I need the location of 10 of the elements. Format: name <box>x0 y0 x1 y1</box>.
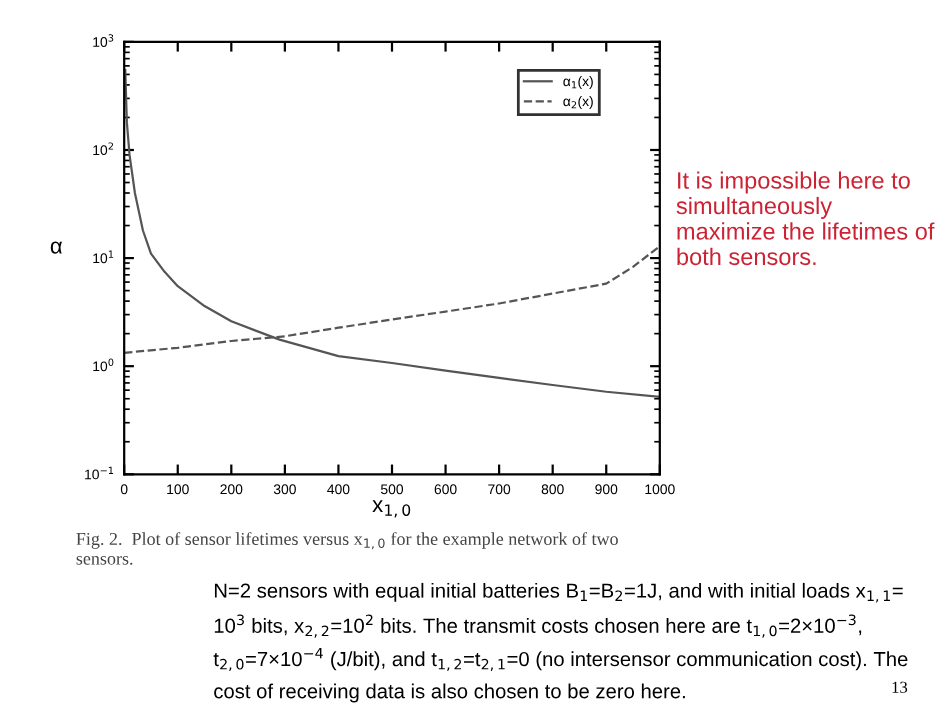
text: t$_{2,0}$=7×10$^{−4}$ (J/bit), and t$_{1,2}$=t$_{2,1}$=0 (no intersensor communication cost). The <box>213 647 908 672</box>
text: It is impossible here to simultaneously maximize the lifetimes of both sensors. <box>676 171 935 266</box>
x-axis-title: x$_{1,0}$ <box>372 500 411 518</box>
text: N=2 sensors with equal initial batteries B$_{1}$=B$_{2}$=1J, and with initial loads x$_{1,1}$= <box>214 582 903 603</box>
text: cost of receiving data is also chosen to be zero here. <box>214 683 685 703</box>
text: 13 <box>892 681 908 693</box>
text: Fig. 2. Plot of sensor lifetimes versus x$_{1,0}$ for the example network of two sensors. <box>76 532 618 565</box>
text: 10$^{3}$ bits, x$_{2,2}$=10$^{2}$ bits. The transmit costs chosen here are t$_{1,0}$=2×10$^{−3}$, <box>214 614 862 638</box>
y-axis-title: α <box>50 241 63 254</box>
line-series <box>124 68 660 398</box>
